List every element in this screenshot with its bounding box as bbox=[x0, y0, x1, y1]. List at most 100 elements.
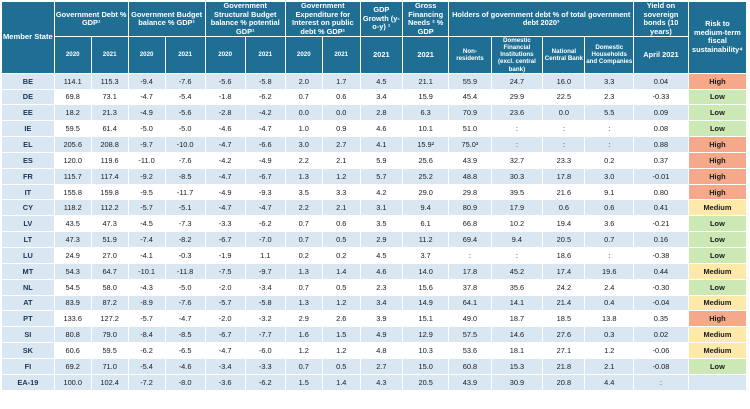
value-cell: 0.2 bbox=[321, 246, 361, 264]
april-2021-header: April 2021 bbox=[633, 36, 689, 74]
value-cell: -8.0 bbox=[164, 373, 206, 391]
value-cell: 0.6 bbox=[321, 88, 361, 106]
value-cell: -6.2 bbox=[244, 215, 286, 233]
value-cell: 3.5 bbox=[359, 215, 403, 233]
value-cell: 3.5 bbox=[284, 183, 323, 201]
value-cell: -0.3 bbox=[164, 246, 206, 264]
value-cell: : bbox=[490, 136, 544, 153]
risk-badge: Medium bbox=[687, 326, 748, 344]
value-cell: : bbox=[584, 246, 635, 264]
value-cell: 208.8 bbox=[90, 136, 129, 153]
risk-badge: Low bbox=[687, 231, 748, 248]
value-cell: 115.7 bbox=[53, 167, 92, 185]
value-cell: 1.5 bbox=[321, 326, 361, 344]
value-cell: 9.4 bbox=[401, 199, 450, 217]
value-cell: -4.5 bbox=[127, 215, 166, 233]
value-cell: 10.3 bbox=[401, 342, 450, 359]
value-cell: 0.04 bbox=[633, 72, 689, 90]
value-cell: -11.0 bbox=[127, 151, 166, 169]
value-cell: 1.2 bbox=[584, 342, 635, 359]
value-cell: 0.6 bbox=[321, 215, 361, 233]
value-cell: 21.3 bbox=[90, 104, 129, 122]
value-cell: -6.7 bbox=[204, 231, 246, 248]
value-cell: -5.7 bbox=[204, 294, 246, 312]
value-cell: 60.6 bbox=[53, 342, 92, 359]
fiscal-indicators-table: Member State Government Debt % GDP¹ Gove… bbox=[1, 0, 748, 391]
year-2020-header: 2020 bbox=[127, 36, 166, 74]
value-cell: -9.3 bbox=[244, 183, 286, 201]
value-cell: 4.8 bbox=[359, 342, 403, 359]
value-cell: 0.6 bbox=[584, 199, 635, 217]
value-cell: -5.0 bbox=[164, 278, 206, 296]
value-cell: 3.3 bbox=[584, 72, 635, 90]
value-cell: 2.0 bbox=[284, 72, 323, 90]
structural-balance-header: Government Structural Budget balance % p… bbox=[204, 0, 286, 38]
value-cell: 75.0³ bbox=[448, 136, 492, 153]
value-cell: -8.2 bbox=[164, 231, 206, 248]
value-cell: 0.7 bbox=[284, 357, 323, 375]
risk-badge: High bbox=[687, 310, 748, 328]
holders-header: Holders of government debt % of total go… bbox=[448, 0, 635, 38]
value-cell: 24.9 bbox=[53, 246, 92, 264]
member-state-header: Member State bbox=[1, 1, 55, 74]
value-cell: 4.4 bbox=[584, 373, 635, 391]
table-row: ES 120.0 119.6 -11.0 -7.6 -4.2 -4.9 2.2 2.1 5.9 25… bbox=[1, 151, 748, 169]
value-cell: 0.7 bbox=[284, 231, 323, 248]
member-state-cell: NL bbox=[1, 278, 55, 296]
value-cell: : bbox=[490, 120, 544, 138]
value-cell: -8.4 bbox=[127, 326, 166, 344]
value-cell: 1.4 bbox=[321, 373, 361, 391]
value-cell: -4.6 bbox=[204, 120, 246, 138]
value-cell: 66.8 bbox=[448, 215, 492, 233]
risk-badge bbox=[687, 373, 748, 391]
value-cell: 1.5 bbox=[284, 373, 323, 391]
value-cell: -3.4 bbox=[244, 278, 286, 296]
holders-domestic-financial-header: Domestic Financial Institutions (excl. c… bbox=[490, 36, 544, 74]
value-cell: 115.3 bbox=[90, 72, 129, 90]
year-2021-header: 2021 bbox=[90, 36, 129, 74]
value-cell: 155.8 bbox=[53, 183, 92, 201]
year-2021-header: 2021 bbox=[164, 36, 206, 74]
table-row: LU 24.9 27.0 -4.1 -0.3 -1.9 1.1 0.2 0.2 4.5 3.7::1… bbox=[1, 246, 748, 264]
value-cell: -6.7 bbox=[204, 326, 246, 344]
value-cell: -5.0 bbox=[164, 120, 206, 138]
value-cell: 0.7 bbox=[284, 215, 323, 233]
member-state-cell: FR bbox=[1, 167, 55, 185]
value-cell: 0.2 bbox=[584, 151, 635, 169]
member-state-cell: IE bbox=[1, 120, 55, 138]
value-cell: -4.7 bbox=[244, 199, 286, 217]
value-cell: 4.2 bbox=[359, 183, 403, 201]
value-cell: 47.3 bbox=[53, 231, 92, 248]
value-cell: -6.0 bbox=[244, 342, 286, 359]
table-row: EA-19 100.0 102.4 -7.2 -8.0 -3.6 -6.2 1.5 1.4 4.3… bbox=[1, 373, 748, 391]
value-cell: -11.7 bbox=[164, 183, 206, 201]
value-cell: -4.2 bbox=[204, 151, 246, 169]
risk-badge: Low bbox=[687, 88, 748, 106]
value-cell: 3.7 bbox=[401, 246, 450, 264]
value-cell: -11.8 bbox=[164, 262, 206, 280]
value-cell: 29.9 bbox=[490, 88, 544, 106]
value-cell: -7.2 bbox=[127, 373, 166, 391]
value-cell: 37.8 bbox=[448, 278, 492, 296]
value-cell: 127.2 bbox=[90, 310, 129, 328]
value-cell: 59.5 bbox=[90, 342, 129, 359]
value-cell: 53.6 bbox=[448, 342, 492, 359]
value-cell: 3.0 bbox=[284, 136, 323, 153]
value-cell: 20.5 bbox=[542, 231, 586, 248]
gov-debt-header: Government Debt % GDP¹ bbox=[53, 0, 129, 38]
value-cell: -5.8 bbox=[244, 294, 286, 312]
value-cell: 1.0 bbox=[284, 120, 323, 138]
value-cell: -8.5 bbox=[164, 326, 206, 344]
value-cell: 0.3 bbox=[584, 326, 635, 344]
value-cell: 17.8 bbox=[542, 167, 586, 185]
value-cell: 27.6 bbox=[542, 326, 586, 344]
value-cell: 9.4 bbox=[490, 231, 544, 248]
value-cell: -3.6 bbox=[204, 373, 246, 391]
value-cell: 118.2 bbox=[53, 199, 92, 217]
value-cell: 11.2 bbox=[401, 231, 450, 248]
value-cell: -7.5 bbox=[204, 262, 246, 280]
table-row: AT 83.9 87.2 -8.9 -7.6 -5.7 -5.8 1.3 1.2 3.4 14.9 6… bbox=[1, 294, 748, 312]
value-cell: 21.1 bbox=[401, 72, 450, 90]
value-cell: -7.4 bbox=[127, 231, 166, 248]
value-cell: 21.8 bbox=[542, 357, 586, 375]
